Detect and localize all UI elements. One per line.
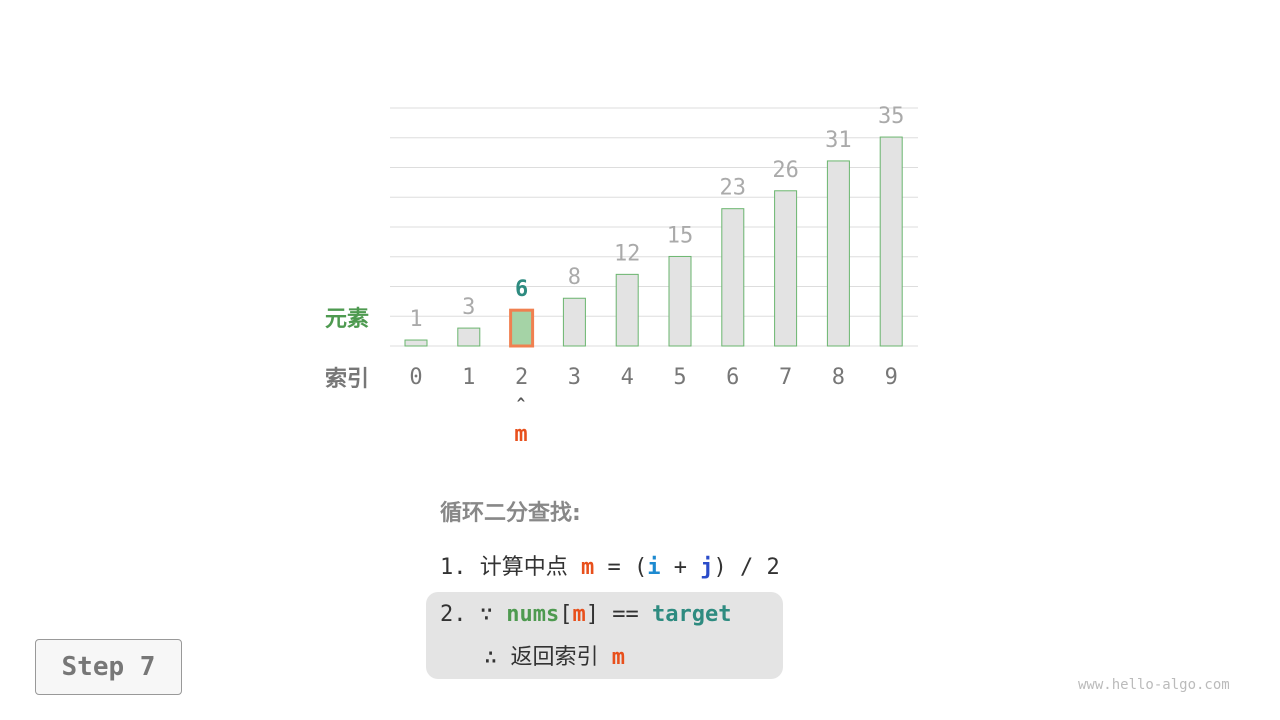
bar bbox=[879, 136, 903, 347]
pointer-m-label: m bbox=[514, 422, 528, 447]
bar bbox=[562, 297, 586, 347]
bar-value-label: 6 bbox=[515, 277, 528, 302]
bar bbox=[404, 339, 428, 347]
index-label: 8 bbox=[832, 365, 845, 390]
current-step-highlight bbox=[426, 592, 783, 679]
bar-value-label: 3 bbox=[462, 295, 475, 320]
bar-value-label: 23 bbox=[720, 176, 747, 201]
bar bbox=[774, 190, 798, 347]
bar bbox=[509, 308, 535, 348]
steps-title: 循环二分查找: bbox=[440, 501, 581, 526]
index-row-label: 索引 bbox=[325, 367, 370, 392]
bar-value-label: 12 bbox=[614, 241, 641, 266]
index-label: 0 bbox=[409, 365, 422, 390]
bar-value-label: 26 bbox=[772, 158, 799, 183]
bar-value-label: 31 bbox=[825, 128, 852, 153]
step-line-3: ∴ 返回索引 m bbox=[484, 645, 626, 670]
index-label: 1 bbox=[462, 365, 475, 390]
bar-value-label: 1 bbox=[409, 307, 422, 332]
bar bbox=[457, 327, 481, 347]
bar bbox=[615, 273, 639, 347]
index-label: 3 bbox=[568, 365, 581, 390]
step-button[interactable]: Step 7 bbox=[35, 639, 182, 695]
bar bbox=[668, 255, 692, 347]
bar-value-label: 35 bbox=[878, 104, 905, 129]
step-line-2: 2. ∵ nums[m] == target bbox=[440, 602, 732, 627]
watermark: www.hello-algo.com bbox=[1078, 677, 1230, 693]
bar bbox=[721, 208, 745, 347]
pointer-arrow-icon: ^ bbox=[516, 396, 526, 412]
index-label: 2 bbox=[515, 365, 528, 390]
index-label: 9 bbox=[885, 365, 898, 390]
step-line-1: 1. 计算中点 m = (i + j) / 2 bbox=[440, 555, 780, 580]
index-label: 7 bbox=[779, 365, 792, 390]
index-label: 6 bbox=[726, 365, 739, 390]
value-row-label: 元素 bbox=[325, 307, 370, 332]
bar-value-label: 8 bbox=[568, 265, 581, 290]
bar bbox=[826, 160, 850, 347]
bar-value-label: 15 bbox=[667, 223, 694, 248]
index-label: 5 bbox=[673, 365, 686, 390]
index-label: 4 bbox=[621, 365, 634, 390]
